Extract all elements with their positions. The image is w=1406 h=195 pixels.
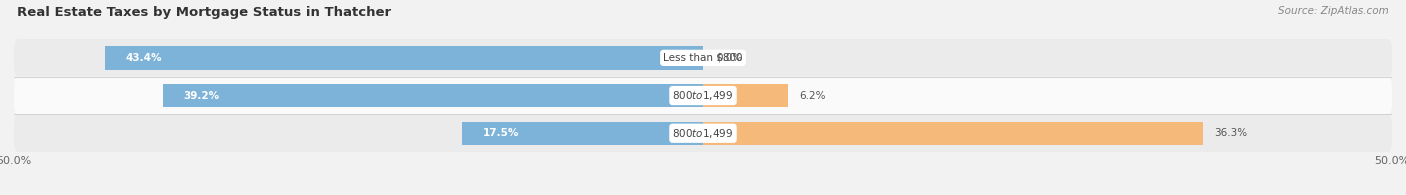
Text: $800 to $1,499: $800 to $1,499 <box>672 127 734 140</box>
Text: 17.5%: 17.5% <box>482 128 519 138</box>
Text: Real Estate Taxes by Mortgage Status in Thatcher: Real Estate Taxes by Mortgage Status in … <box>17 6 391 19</box>
Text: 36.3%: 36.3% <box>1215 128 1247 138</box>
Bar <box>461 121 703 145</box>
Text: 0.0%: 0.0% <box>717 53 742 63</box>
FancyBboxPatch shape <box>14 39 1392 77</box>
Text: Less than $800: Less than $800 <box>664 53 742 63</box>
Text: 43.4%: 43.4% <box>125 53 162 63</box>
Text: 6.2%: 6.2% <box>800 90 825 101</box>
FancyBboxPatch shape <box>14 114 1392 152</box>
FancyBboxPatch shape <box>14 77 1392 114</box>
Text: 39.2%: 39.2% <box>184 90 219 101</box>
Bar <box>163 84 703 107</box>
Bar <box>105 46 703 70</box>
Bar <box>703 121 1204 145</box>
Text: $800 to $1,499: $800 to $1,499 <box>672 89 734 102</box>
Text: Source: ZipAtlas.com: Source: ZipAtlas.com <box>1278 6 1389 16</box>
Bar <box>703 84 789 107</box>
